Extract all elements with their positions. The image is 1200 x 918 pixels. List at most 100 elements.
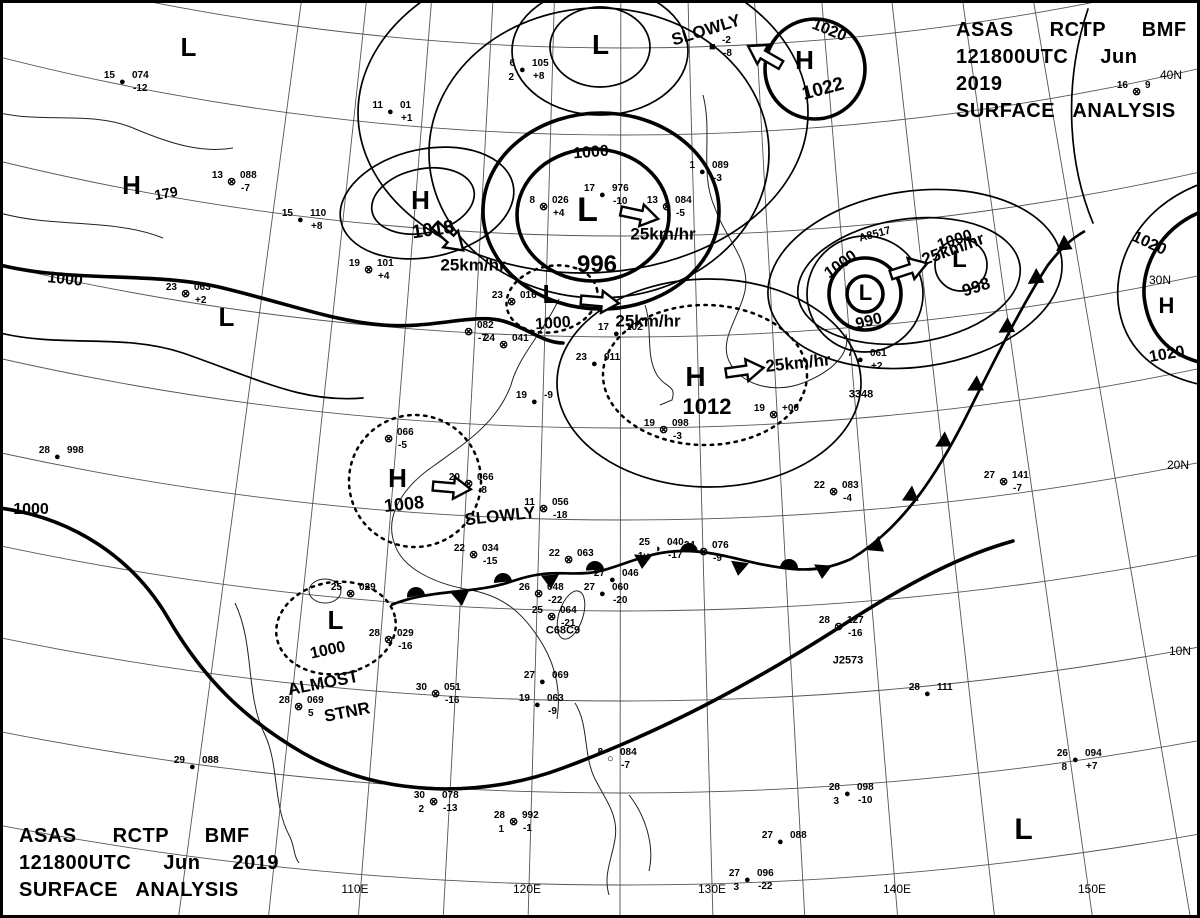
- station-temp: 28: [908, 682, 920, 693]
- station-change: +8: [533, 71, 545, 82]
- station-change: -18: [553, 510, 568, 521]
- isobar-typhoon-outer-1: [796, 216, 1022, 346]
- station-pressure: 048: [547, 582, 564, 593]
- pressure-center-H: H: [1158, 293, 1175, 318]
- station-pressure: 105: [532, 58, 549, 69]
- pressure-center-H: H: [122, 170, 141, 200]
- station-pressure: -2: [722, 35, 731, 46]
- station-change: -21: [561, 618, 576, 629]
- fronts: [390, 229, 1086, 607]
- isobar-990-mid: [827, 256, 903, 332]
- station-temp: 28: [818, 615, 830, 626]
- station-change: -7: [241, 183, 250, 194]
- motion-arrow: [579, 288, 622, 315]
- station-pressure: 992: [522, 810, 539, 821]
- longitude-label: 150E: [1077, 882, 1107, 896]
- station-temp: 23: [575, 352, 587, 363]
- station-change: -9: [713, 553, 722, 564]
- front-triangle: [634, 554, 652, 569]
- station-change: -3: [713, 173, 722, 184]
- pressure-center-L: L: [1014, 813, 1032, 846]
- station-symbol: ●: [699, 166, 706, 178]
- station-change: -4: [843, 493, 852, 504]
- station-change: -16: [398, 641, 413, 652]
- latitude-label: 40N: [1159, 68, 1183, 82]
- station-change: +4: [378, 271, 390, 282]
- station-temp: 6: [509, 58, 515, 69]
- station-temp: 11: [372, 100, 383, 111]
- station-temp: 7: [847, 348, 853, 359]
- latitude-label: 30N: [1148, 273, 1172, 287]
- front-triangle: [541, 574, 559, 589]
- station-pressure: 098: [857, 782, 874, 793]
- station-temp: 27: [593, 568, 605, 579]
- meridian-line: [1033, 3, 1191, 915]
- station-symbol: ⊗: [564, 554, 574, 566]
- meridian-line: [754, 3, 806, 915]
- station-pressure: 040: [667, 537, 684, 548]
- station-symbol: ●: [599, 189, 606, 201]
- meridian-line: [527, 3, 555, 915]
- station-pressure: 141: [1012, 470, 1029, 481]
- title-block-bottom-left: ASAS RCTP BMF 121800UTC Jun 2019 SURFACE…: [19, 823, 279, 904]
- station-pressure: 084: [620, 747, 637, 758]
- motion-arrow: [431, 474, 474, 501]
- station-pressure: 063: [194, 282, 211, 293]
- station-symbol: ●: [613, 328, 620, 340]
- station-symbol: ⊗: [509, 816, 519, 828]
- station-symbol: ⊗: [384, 433, 394, 445]
- station-pressure: 976: [612, 183, 629, 194]
- station-pressure: 088: [240, 170, 257, 181]
- station-symbol: ⊗: [539, 503, 549, 515]
- station-change: -16: [445, 695, 460, 706]
- station-temp: 28: [278, 695, 290, 706]
- station-temp: 28: [368, 628, 380, 639]
- motion-arrow-shape: [431, 474, 474, 501]
- station-extra: 2: [508, 72, 514, 83]
- station-temp: 8: [597, 747, 603, 758]
- station-symbol: ●: [844, 788, 851, 800]
- pressure-center-L: L: [218, 302, 235, 332]
- title-datetime: 121800UTC Jun 2019: [956, 46, 1138, 95]
- pressure-center-H: H: [685, 361, 705, 392]
- station-pressure: 066: [477, 472, 494, 483]
- front-triangle: [998, 317, 1016, 333]
- station-temp: 11: [524, 497, 535, 508]
- front-triangle: [901, 485, 919, 501]
- title-datetime: 121800UTC Jun 2019: [19, 852, 280, 874]
- isobar-typhoon-outer-2: [767, 188, 1063, 370]
- coastline-korea: [644, 304, 674, 406]
- station-symbol: ⊗: [464, 478, 474, 490]
- station-temp: 30: [415, 682, 427, 693]
- station-temp: 28: [493, 810, 505, 821]
- station-pressure: 063: [547, 693, 564, 704]
- station-symbol: ⊗: [384, 634, 394, 646]
- isobar-low-dashed-upper: [505, 264, 599, 334]
- motion-arrow-shape: [724, 357, 766, 384]
- station-pressure: 998: [67, 445, 84, 456]
- station-symbol: ●: [857, 354, 864, 366]
- station-pressure: 084: [675, 195, 692, 206]
- station-pressure: 101: [377, 258, 394, 269]
- front-triangle: [967, 375, 984, 391]
- coastline-china: [391, 298, 560, 720]
- station-symbol: ⊗: [346, 588, 356, 600]
- station-change: -15: [483, 556, 498, 567]
- front-triangle: [867, 535, 885, 552]
- motion-arrow-shape: [430, 219, 465, 252]
- station-symbol: ⊗: [469, 549, 479, 561]
- station-temp: 20: [448, 472, 460, 483]
- station-symbol: ⊗: [364, 264, 374, 276]
- station-pressure: 046: [622, 568, 639, 579]
- meridian-line: [891, 3, 995, 915]
- station-symbol: ●: [924, 688, 931, 700]
- pressure-center-L: L: [577, 191, 598, 229]
- station-change: -8: [723, 48, 732, 59]
- isobar-1012-dashed: [601, 303, 809, 447]
- motion-arrow-shape: [618, 202, 661, 229]
- station-change: -7: [1013, 483, 1022, 494]
- station-pressure: 076: [712, 540, 729, 551]
- station-pressure: 110: [310, 208, 327, 219]
- station-pressure: 083: [842, 480, 859, 491]
- station-symbol: ⊗: [547, 611, 557, 623]
